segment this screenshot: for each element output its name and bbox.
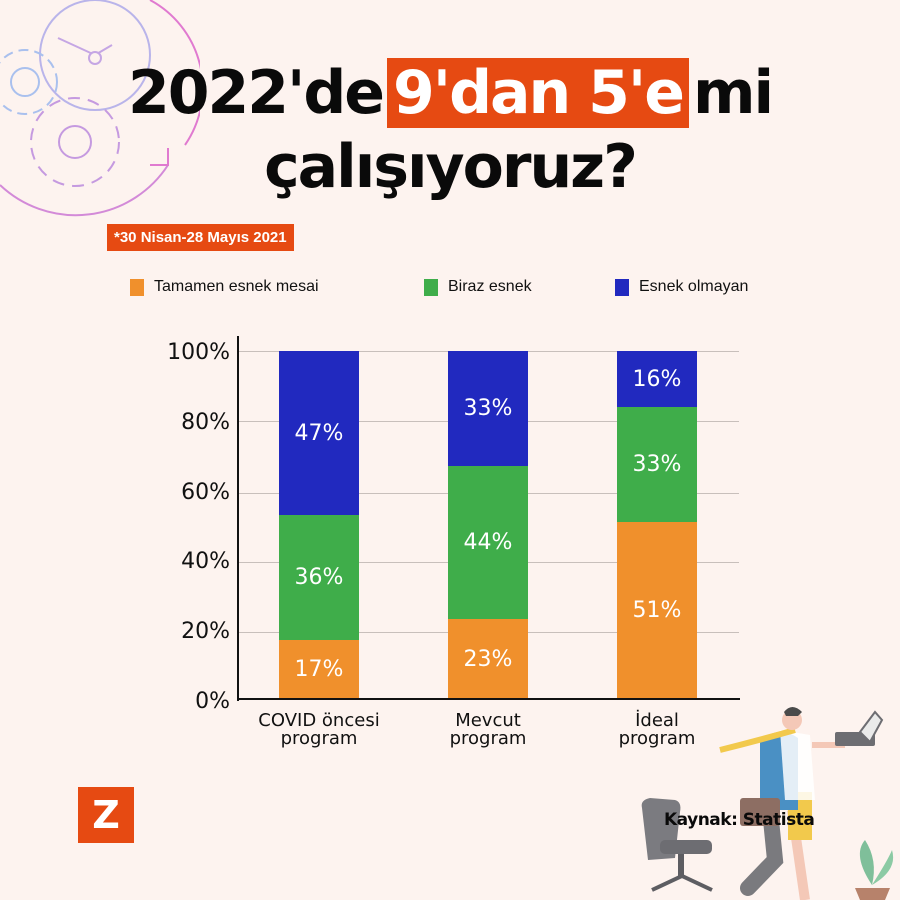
date-range-tag: *30 Nisan-28 Mayıs 2021 <box>107 224 294 251</box>
title-prefix: 2022'de <box>127 58 385 128</box>
source-credit: Kaynak: Statista <box>664 810 815 830</box>
segment-not-flexible: 16% <box>617 351 697 407</box>
x-label-line2: program <box>449 728 527 749</box>
segment-not-flexible: 47% <box>279 351 359 515</box>
x-label-covid-oncesi: COVID öncesi program <box>234 712 404 748</box>
legend-label: Biraz esnek <box>448 278 532 295</box>
brand-logo: Z <box>78 787 134 843</box>
chart-plot-area: 47% 36% 17% 33% 44% 23% 16% 33% 51% <box>237 351 739 699</box>
chart-legend: Tamamen esnek mesai Biraz esnek Esnek ol… <box>0 278 900 298</box>
x-label-mevcut: Mevcut program <box>403 712 573 748</box>
y-tick-20: 20% <box>181 619 230 644</box>
legend-item-not-flexible: Esnek olmayan <box>615 278 748 296</box>
segment-fully-flexible: 23% <box>448 619 528 699</box>
legend-swatch-orange <box>130 278 144 296</box>
legend-swatch-blue <box>615 278 629 296</box>
title-suffix: mi <box>692 58 774 128</box>
y-tick-0: 0% <box>195 689 230 714</box>
legend-swatch-green <box>424 278 438 296</box>
gears-clock-illustration <box>0 0 200 217</box>
legend-item-somewhat-flexible: Biraz esnek <box>424 278 532 296</box>
y-tick-100: 100% <box>167 340 230 365</box>
y-tick-80: 80% <box>181 410 230 435</box>
bar-covid-oncesi: 47% 36% 17% <box>279 351 359 699</box>
bar-ideal: 16% 33% 51% <box>617 351 697 699</box>
segment-somewhat-flexible: 44% <box>448 466 528 619</box>
segment-fully-flexible: 17% <box>279 640 359 699</box>
businessman-illustration <box>641 707 894 900</box>
bar-mevcut: 33% 44% 23% <box>448 351 528 699</box>
page-title-line2: çalışıyoruz? <box>264 132 638 202</box>
page-title-line1: 2022'de 9'dan 5'e mi <box>0 56 900 130</box>
y-tick-60: 60% <box>181 480 230 505</box>
x-axis-line <box>237 698 740 700</box>
x-label-line1: Mevcut <box>455 710 521 731</box>
y-axis-line <box>237 336 239 701</box>
segment-somewhat-flexible: 36% <box>279 515 359 640</box>
x-label-line2: program <box>280 728 358 749</box>
title-highlight: 9'dan 5'e <box>386 58 689 128</box>
segment-not-flexible: 33% <box>448 351 528 466</box>
y-tick-40: 40% <box>181 549 230 574</box>
legend-item-fully-flexible: Tamamen esnek mesai <box>130 278 319 296</box>
x-label-line1: İdeal <box>635 710 679 731</box>
legend-label: Esnek olmayan <box>639 278 749 295</box>
x-label-line2: program <box>618 728 696 749</box>
legend-label: Tamamen esnek mesai <box>154 278 319 295</box>
x-label-ideal: İdeal program <box>572 712 742 748</box>
x-label-line1: COVID öncesi <box>258 710 380 731</box>
segment-fully-flexible: 51% <box>617 522 697 699</box>
segment-somewhat-flexible: 33% <box>617 407 697 522</box>
